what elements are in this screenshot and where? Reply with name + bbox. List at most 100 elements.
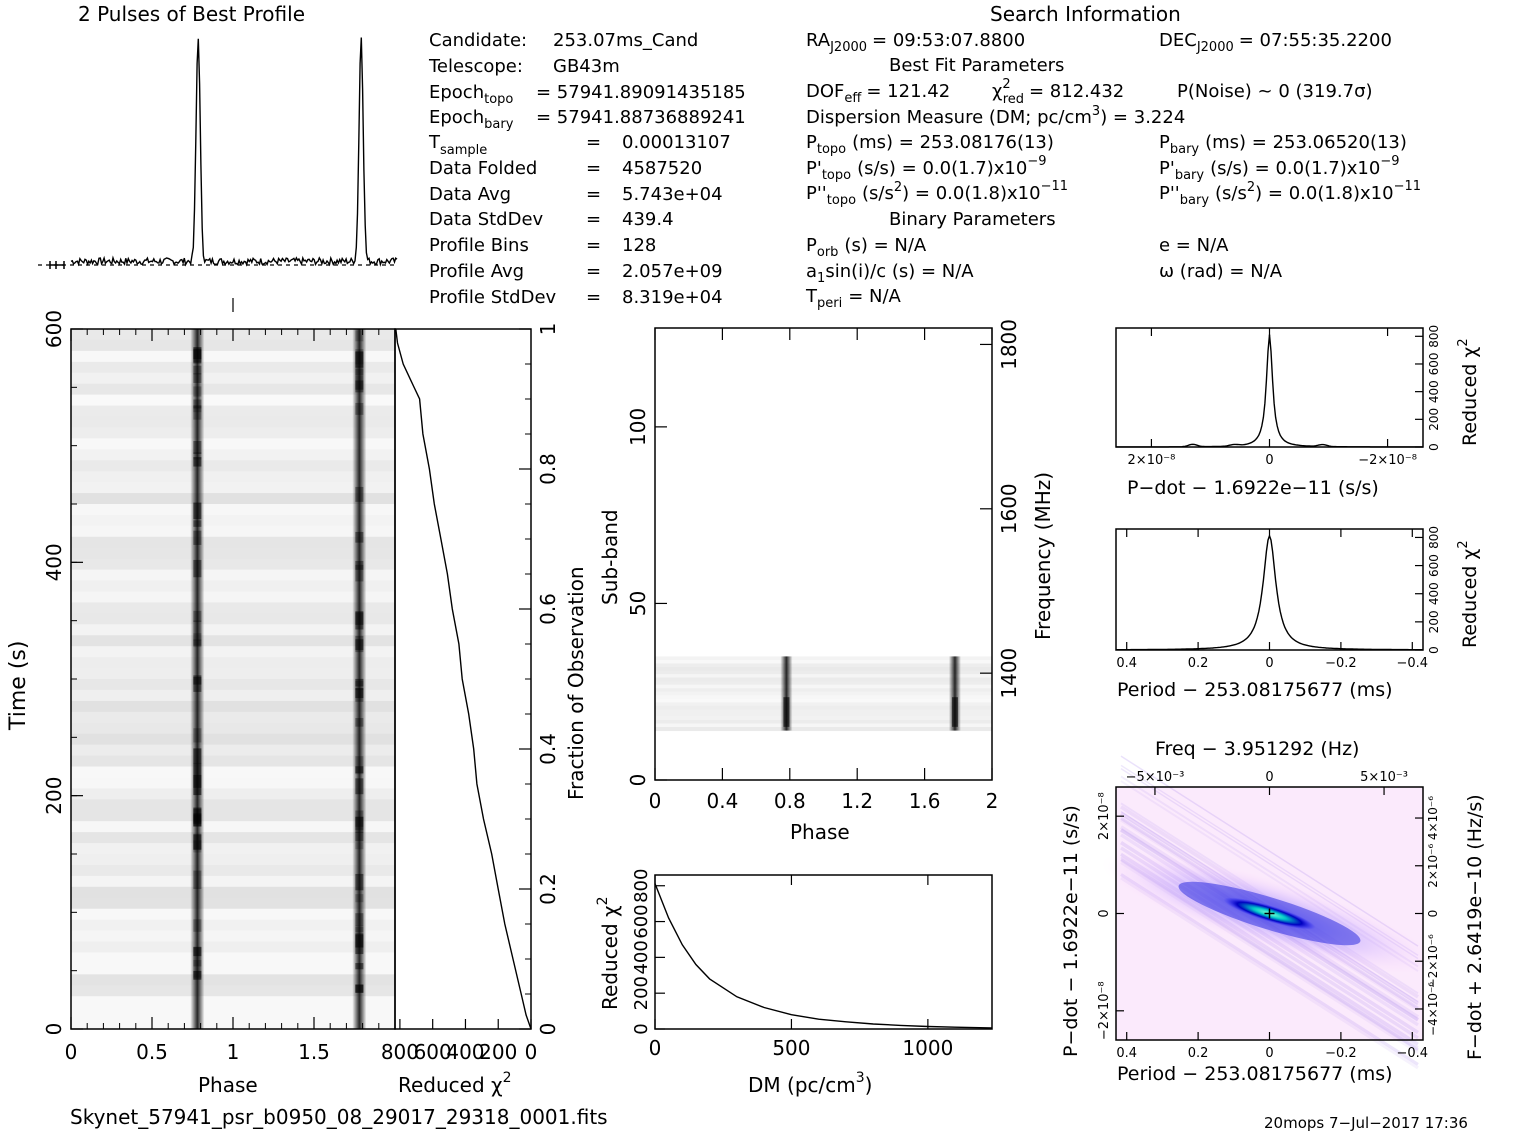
y-tick-label: 2×10⁻⁸ bbox=[1097, 792, 1112, 840]
pddot-topo-sup: 2 bbox=[894, 180, 902, 195]
time-phase-pulse-knot bbox=[355, 366, 364, 376]
tperi-text: T bbox=[805, 286, 818, 307]
time-phase-row bbox=[71, 996, 395, 1008]
subband-right-label: Frequency (MHz) bbox=[1031, 472, 1055, 640]
epoch-bary-value: = 57941.88736889241 bbox=[536, 107, 746, 128]
epoch-topo-value: = 57941.89091435185 bbox=[536, 82, 746, 103]
time-phase-noise-rows bbox=[71, 329, 395, 1030]
x-tick-label: 0.2 bbox=[1188, 656, 1209, 671]
pdot-chi2-plot: 2×10⁻⁸ 0 −2×10⁻⁸ 0 200 400 600 800 P−dot − 1.69… bbox=[1115, 325, 1481, 499]
time-chi2-frame bbox=[394, 328, 532, 1030]
time-phase-pulse-knot bbox=[193, 807, 202, 825]
pdot-ylabel-sup: 2 bbox=[1456, 338, 1471, 346]
time-phase-pulse-knot bbox=[355, 816, 364, 827]
period-pdot-image bbox=[1101, 755, 1438, 1070]
right-tick-label: 400 bbox=[1427, 380, 1441, 403]
right-tick-label: 0.4 bbox=[536, 733, 560, 765]
time-phase-row bbox=[71, 350, 395, 363]
dm-label: Dispersion Measure (DM; pc/cm3) = 3.224 bbox=[806, 104, 1185, 128]
pdot-topo-text: P' bbox=[806, 158, 822, 179]
chi2-sym: χ bbox=[992, 81, 1002, 102]
dm-chi2-xlabel: DM (pc/cm3) bbox=[748, 1070, 872, 1097]
time-phase-pulse-knot bbox=[193, 457, 202, 467]
dec-value: = 07:55:35.2200 bbox=[1239, 30, 1392, 51]
dof-value: = 121.42 bbox=[866, 81, 950, 102]
right-tick-label: 200 bbox=[1427, 610, 1441, 633]
y-tick-label: 0 bbox=[42, 1023, 66, 1036]
time-chi2-xlabel-text: Reduced χ bbox=[398, 1073, 503, 1097]
x-tick-label: 0.8 bbox=[774, 789, 806, 813]
time-phase-pulse-knot bbox=[193, 813, 202, 827]
right-tick-label: 800 bbox=[1427, 325, 1441, 348]
pddot-bary-value: (s/s bbox=[1215, 183, 1247, 204]
time-phase-pulse-knot bbox=[355, 678, 364, 687]
time-chi2-right-label: Fraction of Observation bbox=[564, 566, 588, 800]
time-phase-pulse-knot bbox=[355, 688, 364, 699]
data-stddev-value: 439.4 bbox=[622, 209, 674, 230]
x-tick-label: −0.4 bbox=[1397, 656, 1429, 671]
pdot-chi2-ylabel: Reduced χ2 bbox=[1456, 338, 1481, 446]
y-tick-label: 600 bbox=[42, 310, 66, 348]
time-phase-row bbox=[71, 372, 395, 385]
telescope-label: Telescope: bbox=[428, 56, 523, 77]
time-phase-pulse-knot bbox=[355, 351, 364, 368]
dec-label: DECJ2000 = 07:55:35.2200 bbox=[1159, 30, 1392, 55]
profile-avg-eq: = bbox=[586, 261, 601, 282]
time-phase-pulse-knot bbox=[193, 349, 202, 364]
candidate-value: 253.07ms_Cand bbox=[553, 30, 698, 51]
x-tick-label: 2 bbox=[986, 789, 999, 813]
pddot-bary-value2: ) = 0.0(1.8)x10 bbox=[1255, 183, 1393, 204]
subband-row bbox=[655, 677, 992, 682]
dec-sub: J2000 bbox=[1196, 40, 1234, 55]
time-phase-pulse-knot bbox=[193, 520, 202, 527]
period-chi2-axes: 0.4 0.2 0 −0.2 −0.4 0 200 400 600 800 bbox=[1116, 526, 1441, 671]
y-tick-label: 200 bbox=[42, 777, 66, 815]
tperi-label: Tperi = N/A bbox=[805, 286, 902, 311]
x-tick-label: 500 bbox=[772, 1036, 810, 1060]
time-phase-pulses bbox=[190, 329, 367, 1029]
pdot-topo-value: (s/s) = 0.0(1.7)x10 bbox=[857, 158, 1027, 179]
x-tick-label: 0 bbox=[649, 1036, 662, 1060]
right-tick-label: 1600 bbox=[997, 483, 1021, 534]
tsample-value: 0.00013107 bbox=[622, 132, 731, 153]
right-tick-label: 0.6 bbox=[536, 593, 560, 625]
dm-chi2-line bbox=[654, 883, 993, 1029]
pddot-bary-label: P''bary (s/s2) = 0.0(1.8)x10−11 bbox=[1159, 179, 1421, 208]
pdot-bary-sub: bary bbox=[1175, 168, 1205, 183]
profile-error-bar bbox=[49, 261, 65, 269]
porb-sub: orb bbox=[817, 245, 839, 260]
time-phase-row bbox=[71, 788, 395, 800]
time-phase-pulse-knot bbox=[193, 776, 202, 796]
subband-pulse-core bbox=[783, 697, 790, 727]
period-pdot-title: Freq − 3.951292 (Hz) bbox=[1155, 738, 1359, 760]
ptopo-label: Ptopo (ms) = 253.08176(13) bbox=[806, 132, 1054, 157]
dm-ylabel-sup: 2 bbox=[595, 896, 611, 905]
right-tick-label: 0.2 bbox=[536, 873, 560, 905]
pbary-value: (ms) = 253.06520(13) bbox=[1205, 132, 1407, 153]
time-phase-pulse-knot bbox=[355, 330, 364, 342]
a1-text: a bbox=[806, 261, 817, 282]
time-phase-row bbox=[71, 471, 395, 483]
time-phase-pulse-knot bbox=[355, 635, 364, 653]
right-tick-label: 0 bbox=[1426, 910, 1440, 918]
period-pdot-axes: 0.4 0.2 0 −0.2 −0.4 −5×10⁻³ 0 5×10⁻³ 2×10⁻⁸ 0 −2×1… bbox=[1097, 770, 1440, 1061]
e-text: e = N/A bbox=[1159, 235, 1229, 256]
time-phase-pulse-knot bbox=[355, 810, 364, 830]
profile-avg-label: Profile Avg bbox=[429, 261, 524, 282]
time-phase-row bbox=[71, 755, 395, 767]
tperi-sub: peri bbox=[817, 296, 842, 311]
time-phase-row bbox=[71, 624, 395, 636]
time-phase-pulse-knot bbox=[193, 373, 202, 383]
time-phase-row bbox=[71, 930, 395, 942]
footer-stamp: 20mops 7−Jul−2017 17:36 bbox=[1264, 1114, 1468, 1132]
time-phase-pulse-knot bbox=[355, 925, 364, 933]
time-phase-plot: 0 0.5 1 1.5 0 200 400 600 Phase Time (s) bbox=[6, 310, 396, 1097]
time-phase-row bbox=[71, 974, 395, 986]
right-tick-label: 200 bbox=[1427, 408, 1441, 431]
period-pdot-ylabel: P−dot − 1.6922e−11 (s/s) bbox=[1060, 805, 1082, 1057]
tsample-label: Tsample bbox=[428, 132, 487, 158]
ra-text: RA bbox=[806, 30, 831, 51]
time-phase-row bbox=[71, 646, 395, 658]
